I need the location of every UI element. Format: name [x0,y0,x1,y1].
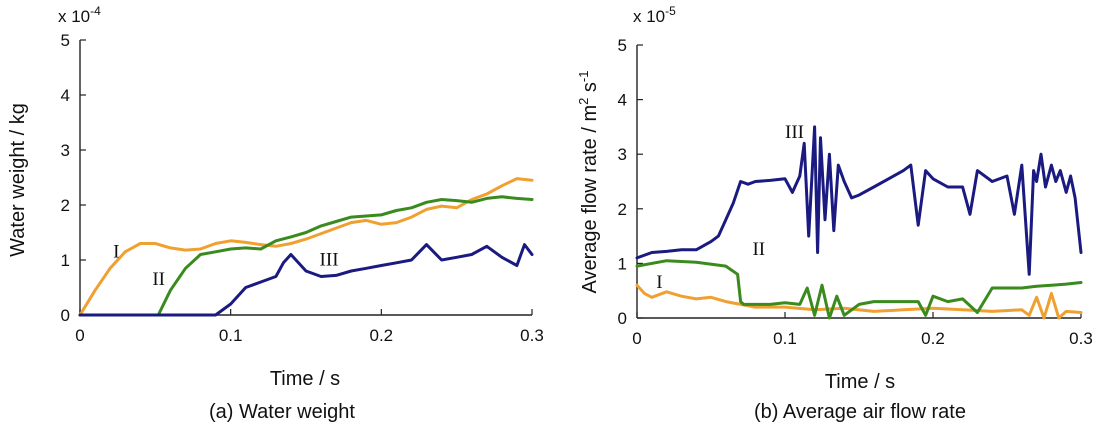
series-line-i [78,177,534,317]
x-tick-label: 0.3 [520,326,544,345]
y-exponent-label: x 10-5 [633,4,676,26]
y-axis-title: Water weight / kg [7,103,29,257]
y-tick-label: 4 [618,91,627,110]
tick-group: 0 1 2 3 4 5 0 0.1 0.2 0.3 [61,31,544,345]
series-label-iii: III [785,122,804,143]
y-tick-label: 2 [618,200,627,219]
series-line-iii [78,243,534,317]
x-tick-label: 0.1 [219,326,243,345]
y-tick-label: 5 [618,36,627,55]
x-tick-label: 0.1 [773,329,797,348]
chart-caption: (b) Average air flow rate [754,401,966,423]
chart-caption: (a) Water weight [209,401,355,423]
y-tick-label: 2 [61,196,70,215]
y-tick-label: 3 [618,145,627,164]
x-tick-label: 0.3 [1069,329,1093,348]
y-tick-label: 1 [618,254,627,273]
series-line-ii [635,259,1083,320]
y-tick-label: 5 [61,31,70,50]
y-tick-label: 3 [61,141,70,160]
x-tick-label: 0.2 [370,326,394,345]
x-tick-label: 0.2 [921,329,945,348]
chart-water-weight: x 10-4 Water weight / kg Time / s (a) Wa… [7,4,544,423]
series-line-iii [635,125,1083,276]
x-axis-title: Time / s [270,368,340,390]
series-group [635,125,1083,320]
series-line-ii [78,195,534,317]
tick-group: 0 1 2 3 4 5 0 0.1 0.2 0.3 [618,36,1093,348]
series-label-ii: II [152,269,165,290]
series-group [78,177,534,317]
series-label-i: I [113,241,119,262]
series-line-i [635,283,1083,320]
series-label-i: I [656,272,662,293]
series-label-iii: III [320,250,339,271]
y-tick-label: 4 [61,86,70,105]
y-tick-label: 0 [618,309,627,328]
x-axis-title: Time / s [825,371,895,393]
x-tick-label: 0 [75,326,84,345]
y-tick-label: 0 [61,306,70,325]
y-tick-label: 1 [61,251,70,270]
y-exponent-label: x 10-4 [58,4,101,26]
y-axis-title: Average flow rate / m2 s-1 [576,71,601,294]
chart-air-flow-rate: x 10-5 Average flow rate / m2 s-1 Time /… [576,4,1093,423]
series-label-ii: II [752,239,765,260]
x-tick-label: 0 [632,329,641,348]
